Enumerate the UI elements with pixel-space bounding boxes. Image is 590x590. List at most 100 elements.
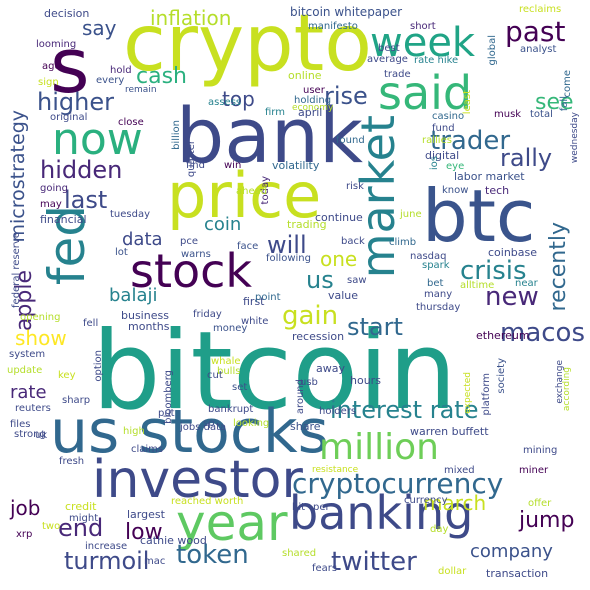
word-society: society (496, 358, 507, 394)
word-firm: firm (265, 107, 285, 118)
word-increase: increase (85, 541, 128, 552)
word-average: average (367, 54, 408, 65)
word-dollar: dollar (438, 566, 467, 577)
word-bulls: bulls (217, 366, 241, 377)
word-reclaims: reclaims (519, 4, 562, 15)
word-high: high (123, 426, 145, 437)
word-short: short (410, 21, 436, 32)
word-back: back (341, 236, 365, 247)
word-financial: financial (40, 213, 87, 226)
word-user: user (303, 85, 325, 96)
word-hit: hit (292, 502, 306, 513)
word-update: update (7, 365, 43, 376)
word-federal-reserve: federal reserve (11, 232, 22, 308)
word-manifesto: manifesto (308, 21, 358, 32)
word-will: will (267, 231, 307, 259)
word-ahead: ahead (236, 186, 268, 197)
word-rally: rally (500, 144, 553, 172)
word-see: see (535, 90, 574, 115)
word-fresh: fresh (59, 456, 85, 467)
word-spark: spark (422, 260, 450, 271)
word-trade: trade (384, 69, 411, 80)
word-cathie-wood: cathie wood (140, 534, 207, 547)
word-friday: friday (193, 309, 222, 320)
word-months: months (128, 320, 170, 333)
word-cash: cash (136, 64, 187, 89)
word-top: top (222, 87, 255, 111)
word-one: one (320, 247, 358, 271)
word-tuesday: tuesday (110, 209, 151, 220)
word-rate: rate (10, 382, 47, 403)
word-option: option (93, 350, 104, 382)
word-best: best (378, 43, 400, 54)
word-mixed: mixed (444, 465, 475, 476)
word-strong: strong (14, 429, 46, 440)
word-fund: fund (432, 123, 455, 134)
word-bank: bank (176, 91, 363, 180)
word-away: away (316, 362, 345, 375)
word-higher: higher (37, 88, 114, 116)
word-total: total (530, 109, 553, 120)
word-fears: fears (312, 563, 338, 574)
word-assess: assess (208, 97, 242, 108)
word-set: set (232, 382, 248, 393)
word-reuters: reuters (15, 403, 51, 414)
word-crisis: crisis (460, 256, 527, 286)
word-price: price (167, 159, 322, 232)
word-investor: investor (92, 450, 303, 510)
word-resistance: resistance (312, 465, 359, 475)
word-end: end (58, 514, 104, 542)
word-analyst: analyst (520, 44, 557, 55)
word-day: day (430, 524, 449, 535)
word-billion: billion (171, 120, 182, 150)
word-recently: recently (546, 222, 571, 312)
word-rallies: rallies (422, 135, 452, 146)
word-climb: climb (389, 237, 417, 248)
word-xrp: xrp (16, 529, 33, 540)
word-platform: platform (481, 373, 492, 416)
word-bitcoin-whitepaper: bitcoin whitepaper (290, 5, 403, 19)
word-us-stocks: us stocks (50, 397, 329, 467)
word-job: job (10, 496, 41, 520)
word-mining: mining (523, 445, 558, 456)
word-sharp: sharp (62, 395, 91, 406)
word-week: week (370, 20, 476, 66)
word-bankrupt: bankrupt (208, 404, 254, 415)
word-hidden: hidden (40, 156, 123, 184)
word-files: files (10, 419, 31, 430)
word-thursday: thursday (416, 302, 461, 313)
word-every: every (96, 75, 125, 86)
word-offer: offer (528, 498, 552, 509)
word-bitcoin: bitcoin (92, 309, 457, 434)
word-decision: decision (44, 7, 90, 20)
word-two: two (42, 521, 61, 532)
word-face: face (237, 241, 259, 252)
word-company: company (470, 541, 553, 562)
word-twitter: twitter (331, 547, 417, 577)
word-value: value (328, 289, 359, 302)
word-fell: fell (83, 318, 99, 329)
word-banking: banking (289, 486, 474, 540)
word-jobs-data: jobs data (180, 422, 227, 433)
word-lot: lot (115, 247, 128, 258)
word-macos: macos (500, 318, 586, 348)
word-global: global (487, 35, 498, 66)
word-coinbase: coinbase (488, 246, 538, 259)
word-microstrategy: microstrategy (7, 110, 29, 243)
word-miner: miner (519, 465, 549, 476)
word-may: may (40, 199, 62, 210)
word-following: following (266, 253, 311, 264)
word-last: last (64, 186, 108, 214)
word-interest-rate: interest rate (330, 396, 479, 424)
word-claims: claims (131, 444, 164, 455)
word-sp: sp (203, 418, 215, 429)
word-around: around (295, 379, 306, 415)
word-crypto: crypto (123, 0, 372, 89)
word-reached-worth: reached worth (171, 496, 244, 507)
word-many: many (424, 289, 453, 300)
word-bet: bet (427, 278, 444, 289)
word-ios: ios (429, 156, 440, 171)
word-currency: currency (404, 495, 448, 506)
word-million: million (319, 427, 439, 468)
word-money: money (213, 323, 248, 334)
